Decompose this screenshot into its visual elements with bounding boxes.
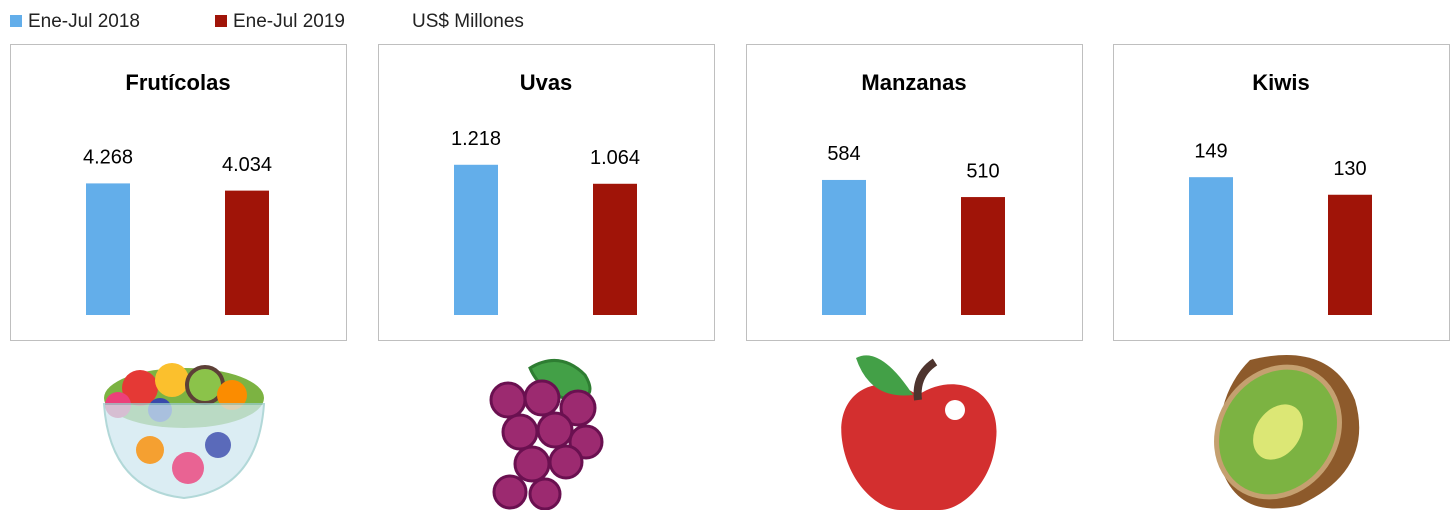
bar xyxy=(1189,177,1233,315)
panel-title: Frutícolas xyxy=(125,70,230,95)
panel-title: Kiwis xyxy=(1252,70,1309,95)
value-label: 1.064 xyxy=(590,147,640,169)
panel-title: Manzanas xyxy=(861,70,966,95)
grapes-icon xyxy=(489,358,604,510)
legend-label: Ene-Jul 2018 xyxy=(28,11,140,32)
bar xyxy=(454,164,498,315)
unit-label: US$ Millones xyxy=(412,11,524,32)
panel xyxy=(10,44,347,341)
bar xyxy=(86,183,130,315)
bar xyxy=(822,179,866,315)
value-label: 510 xyxy=(966,160,999,182)
panel xyxy=(1113,44,1450,341)
legend-swatch xyxy=(215,15,227,27)
legend-label: Ene-Jul 2019 xyxy=(233,11,345,32)
value-label: 1.218 xyxy=(451,128,501,150)
value-label: 4.034 xyxy=(222,154,272,176)
value-label: 149 xyxy=(1194,140,1227,162)
bar xyxy=(593,183,637,315)
value-label: 584 xyxy=(827,143,860,165)
bar xyxy=(1328,194,1372,315)
panel-title: Uvas xyxy=(520,70,573,95)
bar xyxy=(961,197,1005,315)
value-label: 130 xyxy=(1333,158,1366,180)
fruit-bowl-icon xyxy=(102,363,266,500)
kiwi-icon xyxy=(1214,355,1360,509)
panel xyxy=(378,44,715,341)
panel xyxy=(746,44,1083,341)
bar xyxy=(225,190,269,315)
apple-icon xyxy=(841,355,997,510)
value-label: 4.268 xyxy=(83,147,133,169)
legend-swatch xyxy=(10,15,22,27)
